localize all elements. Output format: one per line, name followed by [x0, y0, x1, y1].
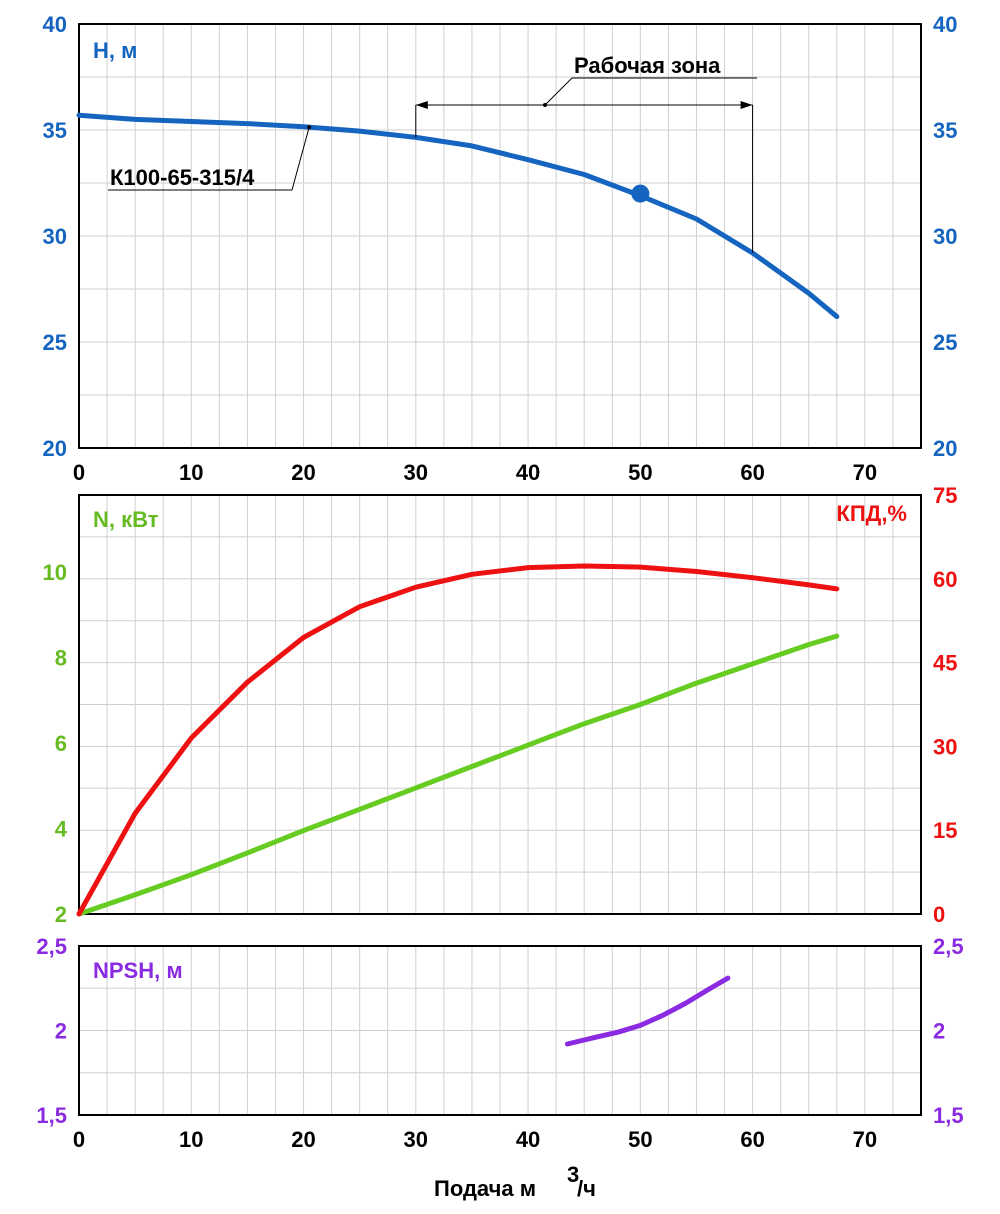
working-zone-arrow-left — [415, 101, 428, 109]
efficiency-y-tick: 75 — [933, 483, 957, 508]
power-curve — [76, 633, 840, 917]
npsh-plot-frame — [78, 945, 922, 1116]
head-y-tick-right: 25 — [933, 330, 957, 355]
efficiency-y-tick: 45 — [933, 651, 957, 676]
curve-label: К100-65-315/4 — [110, 165, 255, 190]
npsh-y-tick-right: 2,5 — [933, 934, 964, 959]
efficiency-y-tick: 15 — [933, 818, 957, 843]
head-y-tick-left: 25 — [43, 330, 67, 355]
power-y-tick: 4 — [55, 816, 68, 841]
curve-label-leader — [291, 127, 310, 191]
npsh-y-tick-left: 2 — [55, 1019, 67, 1044]
npsh-y-tick-left: 1,5 — [36, 1103, 67, 1128]
head-axis-title: Н, м — [93, 38, 137, 63]
head-y-tick-right: 30 — [933, 224, 957, 249]
npsh-x-tick: 30 — [404, 1127, 428, 1152]
efficiency-y-tick: 30 — [933, 734, 957, 759]
npsh-x-tick: 70 — [853, 1127, 877, 1152]
head-x-tick: 10 — [179, 460, 203, 485]
head-y-tick-left: 40 — [43, 12, 67, 37]
power-eff-plot-frame — [78, 494, 922, 915]
head-curve — [76, 112, 840, 320]
power-y-tick: 6 — [55, 731, 67, 756]
efficiency-y-tick: 60 — [933, 567, 957, 592]
working-zone-leader — [544, 77, 573, 106]
operating-point-marker — [631, 184, 650, 203]
npsh-x-tick: 40 — [516, 1127, 540, 1152]
x-axis-title-superscript: 3 — [567, 1162, 579, 1187]
head-y-tick-left: 20 — [43, 436, 67, 461]
head-y-tick-left: 35 — [43, 118, 67, 143]
head-plot-frame — [78, 23, 922, 449]
power-axis-title: N, кВт — [93, 507, 159, 532]
npsh-x-tick: 10 — [179, 1127, 203, 1152]
head-y-tick-right: 35 — [933, 118, 957, 143]
head-x-tick: 50 — [628, 460, 652, 485]
power-y-tick: 10 — [43, 560, 67, 585]
efficiency-curve — [76, 563, 840, 917]
npsh-y-tick-left: 2,5 — [36, 934, 67, 959]
npsh-axis-title: NPSH, м — [93, 958, 183, 983]
head-x-tick: 20 — [291, 460, 315, 485]
working-zone-arrow-right — [740, 101, 753, 109]
npsh-x-tick: 60 — [740, 1127, 764, 1152]
npsh-x-tick: 0 — [73, 1127, 85, 1152]
head-x-tick: 0 — [73, 460, 85, 485]
head-x-tick: 70 — [853, 460, 877, 485]
power-y-tick: 8 — [55, 645, 67, 670]
npsh-curve — [564, 975, 731, 1047]
head-x-tick: 60 — [740, 460, 764, 485]
head-y-tick-left: 30 — [43, 224, 67, 249]
head-y-tick-right: 40 — [933, 12, 957, 37]
efficiency-axis-title: КПД,% — [836, 501, 907, 526]
npsh-y-tick-right: 2 — [933, 1019, 945, 1044]
head-y-tick-right: 20 — [933, 436, 957, 461]
npsh-x-tick: 50 — [628, 1127, 652, 1152]
x-axis-title-unit: /ч — [577, 1176, 596, 1201]
x-axis-title: Подача м — [434, 1176, 536, 1201]
efficiency-y-tick: 0 — [933, 902, 945, 927]
power-y-tick: 2 — [55, 902, 67, 927]
npsh-y-tick-right: 1,5 — [933, 1103, 964, 1128]
npsh-x-tick: 20 — [291, 1127, 315, 1152]
head-x-tick: 30 — [404, 460, 428, 485]
head-x-tick: 40 — [516, 460, 540, 485]
working-zone-label: Рабочая зона — [574, 53, 721, 78]
